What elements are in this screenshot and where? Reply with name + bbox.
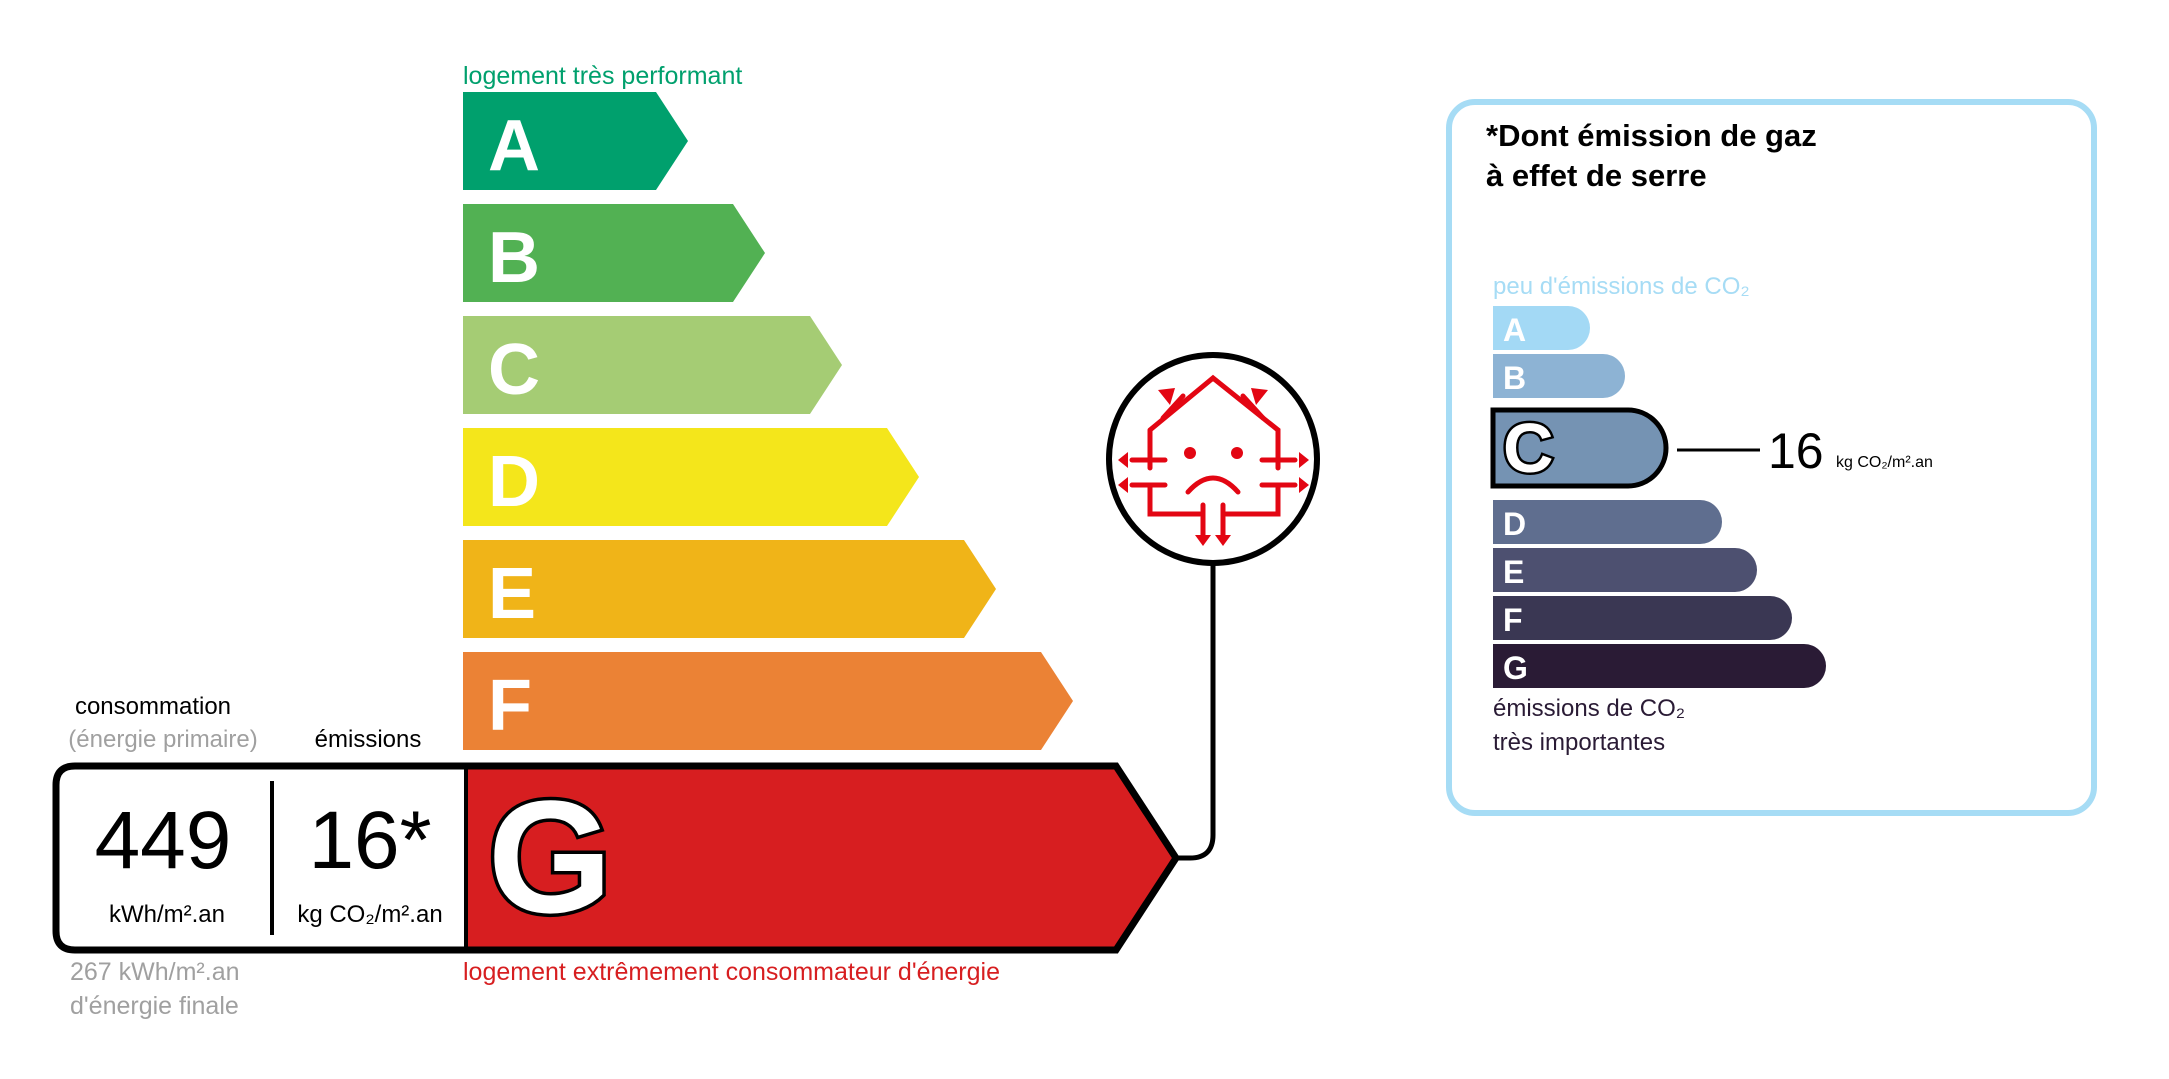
energy-bar-letter: E	[488, 554, 536, 634]
ges-bar	[1493, 596, 1792, 640]
energy-class-b: B	[463, 204, 765, 302]
house-heat-loss-sad-icon	[1106, 352, 1320, 566]
ges-class-c: C	[1490, 407, 1669, 490]
ges-bar-letter: E	[1503, 554, 1524, 590]
emissions-value: 16*	[308, 795, 431, 886]
ges-class-e: E	[1493, 548, 1757, 592]
ges-title-line2: à effet de serre	[1486, 158, 1707, 193]
ges-bar	[1493, 306, 1590, 350]
ges-value: 16	[1768, 423, 1824, 479]
ges-class-g: G	[1493, 644, 1826, 688]
consumption-label: consommation	[75, 693, 231, 720]
energy-bar	[463, 92, 688, 190]
energy-class-d: D	[463, 428, 919, 526]
energy-current-letter: G	[488, 767, 612, 946]
ges-bar-letter: B	[1503, 360, 1526, 396]
emissions-unit: kg CO₂/m².an	[297, 901, 442, 928]
energy-current-box: G	[52, 762, 1181, 954]
ges-bar	[1490, 407, 1669, 489]
ges-title-line1: *Dont émission de gaz	[1486, 118, 1817, 153]
energy-bar	[463, 428, 919, 526]
ges-bottom-line2: très importantes	[1493, 729, 1665, 756]
energy-class-e: E	[463, 540, 996, 638]
ges-bar	[1493, 644, 1826, 688]
energy-class-c: C	[463, 316, 842, 414]
ges-class-a: A	[1493, 306, 1590, 350]
energy-bar	[463, 316, 842, 414]
energy-bar	[463, 652, 1073, 750]
ges-bar-letter: G	[1503, 650, 1528, 686]
ges-class-b: B	[1493, 354, 1625, 398]
consumption-unit: kWh/m².an	[109, 901, 225, 928]
energy-bar-letter: B	[488, 218, 540, 298]
ges-top-label: peu d'émissions de CO₂	[1493, 273, 1750, 300]
energy-bar-letter: D	[488, 442, 540, 522]
consumption-value: 449	[95, 795, 232, 886]
ges-bar-letter: D	[1503, 506, 1526, 542]
final-energy-value: 267 kWh/m².an	[70, 958, 240, 986]
consumption-sublabel: (énergie primaire)	[68, 726, 257, 753]
energy-bar	[463, 540, 996, 638]
emissions-label: émissions	[315, 726, 422, 753]
energy-class-f: F	[463, 652, 1073, 750]
energy-box-outline	[52, 762, 1181, 954]
energy-class-a: A	[463, 92, 688, 190]
energy-bar	[463, 204, 765, 302]
energy-bar-letter: C	[488, 330, 540, 410]
ges-bar-letter: A	[1503, 312, 1526, 348]
energy-current-bar	[466, 766, 1176, 950]
energy-bar-letter: F	[488, 666, 532, 746]
ges-bar-letter: F	[1503, 602, 1523, 638]
energy-bar-letter: A	[488, 106, 540, 186]
ges-bar	[1493, 354, 1625, 398]
ges-class-f: F	[1493, 596, 1792, 640]
ges-bottom-line1: émissions de CO₂	[1493, 695, 1685, 722]
ges-bar	[1493, 548, 1757, 592]
ges-bar	[1493, 500, 1722, 544]
ges-bar-letter: C	[1503, 409, 1554, 487]
final-energy-label: d'énergie finale	[70, 992, 239, 1020]
energy-top-label: logement très performant	[463, 62, 742, 90]
energy-bottom-label: logement extrêmement consommateur d'éner…	[463, 958, 1000, 986]
icon-connector	[1176, 565, 1216, 861]
ges-unit: kg CO₂/m².an	[1836, 454, 1933, 471]
ges-class-d: D	[1493, 500, 1722, 544]
